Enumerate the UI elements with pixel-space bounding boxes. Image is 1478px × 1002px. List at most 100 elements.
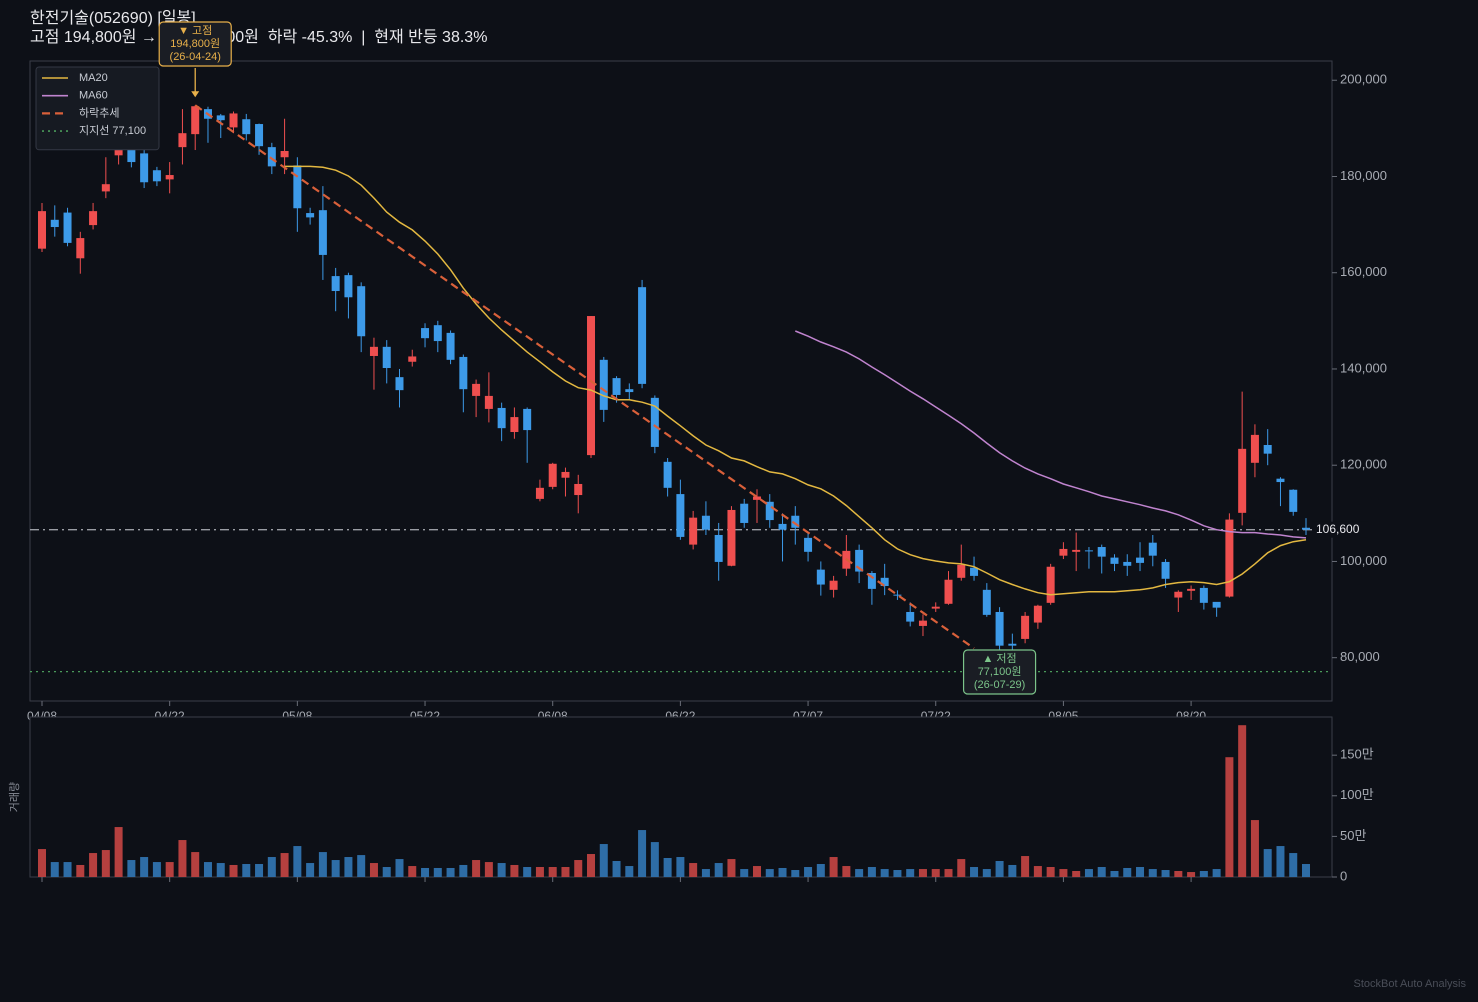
candle-body — [497, 407, 506, 429]
volume-bar — [1123, 867, 1132, 877]
volume-bar — [701, 869, 710, 877]
candle-body — [331, 276, 340, 292]
y-tick-label: 120,000 — [1340, 457, 1387, 472]
volume-bar — [382, 867, 391, 877]
candle-body — [38, 211, 46, 249]
candle-body — [765, 501, 774, 521]
candle-body — [1250, 434, 1259, 463]
candle-body — [484, 395, 493, 409]
volume-bar — [1084, 869, 1093, 877]
y-tick-label: 0 — [1340, 868, 1347, 883]
candle-body — [63, 212, 72, 243]
candle-body — [267, 147, 276, 167]
volume-bar — [752, 866, 761, 877]
volume-bar — [242, 864, 251, 877]
volume-bar — [344, 857, 353, 877]
candle-body — [89, 211, 98, 226]
candle-body — [280, 150, 289, 158]
series-line — [284, 165, 1307, 596]
candle-body — [1136, 557, 1145, 563]
volume-bar — [293, 846, 302, 877]
candle-body — [101, 184, 110, 192]
volume-bar — [1161, 870, 1170, 877]
volume-bar — [561, 867, 570, 877]
candle-body — [229, 113, 238, 128]
candle-body — [1238, 448, 1247, 513]
candle-body — [433, 325, 442, 342]
volume-bar — [76, 864, 85, 877]
volume-bar — [1148, 869, 1157, 877]
candle-body — [76, 238, 85, 259]
volume-bar — [778, 867, 787, 877]
volume-bar — [1033, 866, 1042, 877]
candle-body — [1072, 549, 1081, 552]
volume-bar — [165, 862, 174, 877]
candle-body — [152, 170, 161, 182]
volume-bar — [727, 859, 736, 877]
volume-bar — [918, 869, 927, 877]
volume-bar — [357, 855, 366, 877]
volume-bar — [1097, 867, 1106, 877]
volume-bar — [944, 869, 953, 877]
volume-bar — [625, 866, 634, 877]
candle-body — [548, 463, 557, 487]
candle-body — [752, 496, 761, 500]
candle-body — [714, 534, 723, 562]
volume-bar — [765, 869, 774, 877]
volume-bar — [267, 857, 276, 877]
candle-body — [472, 383, 481, 396]
candle-body — [1302, 527, 1310, 530]
candle-body — [357, 286, 366, 337]
candle-body — [344, 275, 353, 298]
legend-label: MA20 — [79, 72, 108, 84]
volume-bar — [114, 827, 123, 877]
annotation-box — [962, 649, 1037, 695]
candle-body — [778, 523, 787, 530]
y-tick-label: 80,000 — [1340, 649, 1380, 664]
volume-bar — [1021, 856, 1030, 877]
volume-bar — [804, 867, 813, 877]
chart-title: 한전기술(052690) [일봉] — [30, 9, 196, 27]
candle-body — [970, 567, 979, 576]
candle-body — [893, 594, 902, 596]
volume-bar — [280, 853, 289, 877]
series-line — [795, 330, 1307, 539]
volume-bar — [318, 852, 327, 877]
candle-body — [523, 408, 532, 431]
candle-body — [178, 133, 187, 148]
annotation-value: 77,100원 — [978, 665, 1022, 678]
candle-body — [255, 124, 264, 147]
candle-body — [1289, 489, 1298, 512]
candle-body — [1033, 605, 1042, 623]
candle-body — [1212, 601, 1221, 608]
candle-body — [701, 515, 710, 530]
volume-bar — [612, 861, 621, 877]
volume-bar — [1174, 870, 1183, 877]
candle-body — [944, 579, 953, 604]
candle-body — [216, 115, 225, 121]
volume-bar — [957, 859, 966, 877]
candle-body — [191, 106, 200, 135]
candle-body — [318, 210, 327, 255]
y-axis-label: 거래량 — [8, 782, 21, 812]
volume-bar — [867, 867, 876, 877]
chart-subtitle: 고점 194,800원 → 저점 77,100원 하락 -45.3% | 현재 … — [30, 28, 487, 46]
volume-panel — [29, 716, 1333, 878]
candle-body — [165, 175, 174, 180]
volume-bar — [714, 863, 723, 877]
volume-bar — [38, 849, 46, 877]
volume-bar — [510, 864, 519, 877]
annotation-value: 194,800원 — [170, 37, 220, 50]
volume-bar — [216, 863, 225, 877]
y-tick-label: 100만 — [1340, 787, 1374, 802]
candle-body — [625, 389, 634, 393]
volume-bar — [1046, 867, 1055, 877]
annotation-arrowhead — [191, 91, 200, 98]
candle-body — [612, 378, 621, 395]
y-tick-label: 100,000 — [1340, 553, 1387, 568]
volume-bar — [1276, 846, 1285, 877]
candle-body — [50, 219, 59, 228]
volume-bar — [855, 869, 864, 877]
